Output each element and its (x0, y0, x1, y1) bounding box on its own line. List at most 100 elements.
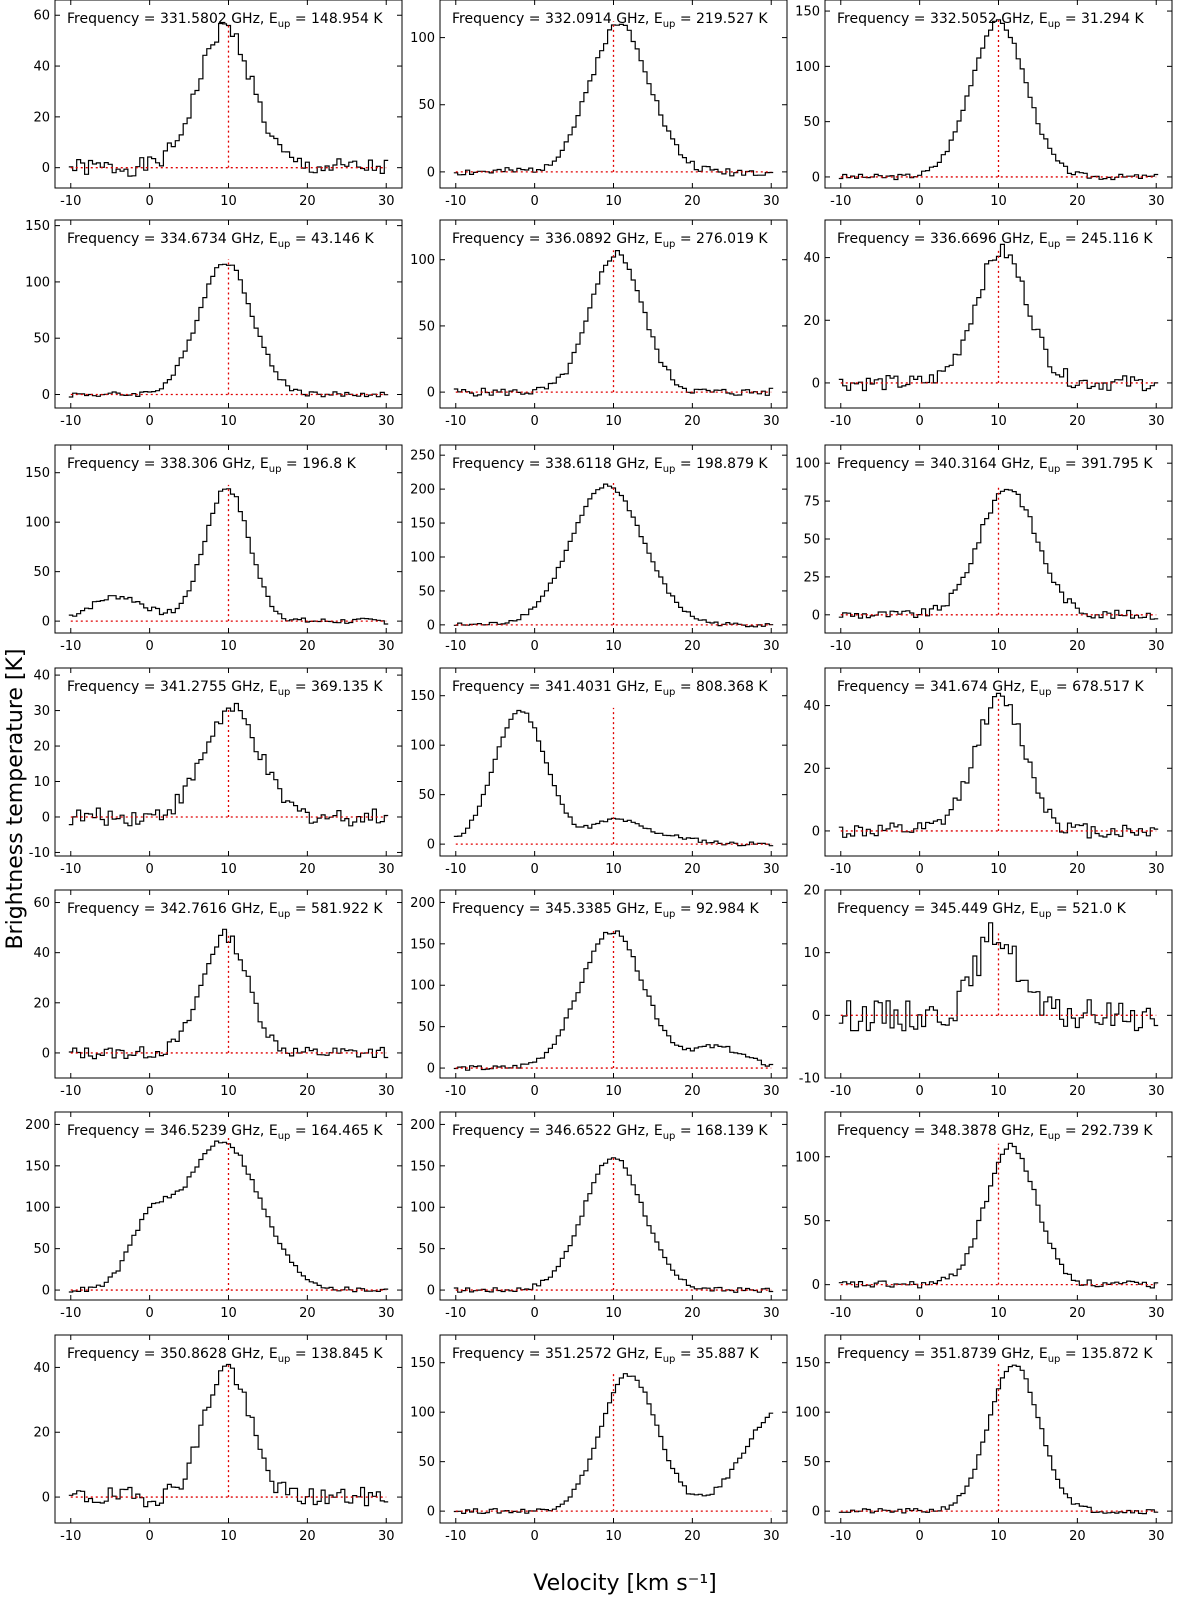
x-tick-label: 20 (299, 862, 316, 877)
y-tick-label: 60 (33, 9, 50, 24)
y-tick-label: 100 (795, 60, 820, 75)
y-tick-label: 150 (410, 1356, 435, 1371)
y-tick-label: 0 (42, 1491, 50, 1506)
x-tick-label: 10 (990, 1529, 1007, 1544)
x-tick-label: 20 (684, 1306, 701, 1321)
x-tick-label: 20 (1069, 1306, 1086, 1321)
x-tick-label: 0 (915, 194, 923, 209)
x-tick-label: 0 (530, 194, 538, 209)
x-tick-label: 0 (530, 862, 538, 877)
x-tick-label: 30 (378, 1084, 395, 1099)
x-tick-label: 20 (684, 1529, 701, 1544)
spectrum-line (838, 692, 1159, 839)
spectrum-line (68, 1363, 389, 1508)
x-tick-label: -10 (830, 1084, 851, 1099)
y-tick-label: 0 (42, 615, 50, 630)
y-tick-label: 20 (33, 110, 50, 125)
y-tick-label: 100 (795, 1406, 820, 1421)
y-tick-label: 40 (33, 946, 50, 961)
panel-title: Frequency = 336.0892 GHz, Eup = 276.019 … (452, 231, 768, 250)
x-tick-label: 30 (1148, 862, 1165, 877)
x-tick-label: 10 (990, 862, 1007, 877)
spectrum-panel-20: 0 50 100 150 -10 0 10 20 30 Frequency = 351.2572 … (410, 1334, 788, 1544)
y-tick-label: 60 (33, 896, 50, 911)
y-tick-label: 20 (803, 884, 820, 899)
panel-title: Frequency = 341.4031 GHz, Eup = 808.368 … (452, 679, 768, 698)
y-tick-label: 100 (25, 1201, 50, 1216)
panel-frame (824, 0, 1173, 189)
x-tick-label: -10 (445, 194, 466, 209)
y-tick-label: 200 (410, 896, 435, 911)
x-tick-label: 20 (1069, 862, 1086, 877)
x-tick-label: -10 (60, 1529, 81, 1544)
spectrum-panel-8: 0 50 100 150 200 250 -10 0 10 20 30 Frequency = 338… (410, 444, 788, 654)
x-tick-label: 10 (220, 194, 237, 209)
x-tick-label: 0 (530, 1084, 538, 1099)
x-tick-label: -10 (445, 1306, 466, 1321)
x-tick-label: -10 (60, 639, 81, 654)
x-tick-label: 30 (1148, 1529, 1165, 1544)
y-tick-label: 25 (803, 570, 820, 585)
x-tick-label: 10 (605, 1529, 622, 1544)
y-tick-label: 50 (418, 584, 435, 599)
y-tick-label: 0 (42, 1046, 50, 1061)
y-tick-label: 200 (410, 483, 435, 498)
y-tick-label: 150 (410, 689, 435, 704)
x-tick-label: 10 (605, 639, 622, 654)
y-tick-label: 150 (25, 1159, 50, 1174)
y-tick-label: 0 (42, 1284, 50, 1299)
x-tick-label: -10 (445, 862, 466, 877)
y-tick-label: 0 (812, 170, 820, 185)
y-tick-label: 0 (427, 1062, 435, 1077)
y-tick-label: 100 (410, 1201, 435, 1216)
x-tick-label: 30 (1148, 194, 1165, 209)
y-tick-label: 100 (25, 275, 50, 290)
x-tick-label: 30 (763, 639, 780, 654)
x-tick-label: 0 (530, 1306, 538, 1321)
y-tick-label: 0 (42, 810, 50, 825)
x-tick-label: 20 (1069, 414, 1086, 429)
spectrum-panel-18: 0 50 100 -10 0 10 20 30 Frequency = 348.3878 GHz… (795, 1111, 1173, 1321)
panel-frame (824, 667, 1173, 857)
x-tick-label: 30 (378, 639, 395, 654)
y-tick-label: 100 (410, 739, 435, 754)
y-tick-label: 100 (410, 31, 435, 46)
panel-title: Frequency = 348.3878 GHz, Eup = 292.739 … (837, 1123, 1153, 1142)
spectrum-panel-15: -10 0 10 20 -10 0 10 20 30 Frequency = 345.449 GH… (799, 884, 1173, 1099)
x-tick-label: 20 (684, 1084, 701, 1099)
panel-title: Frequency = 332.0914 GHz, Eup = 219.527 … (452, 11, 768, 30)
panel-frame (54, 1334, 403, 1524)
y-tick-label: 200 (410, 1118, 435, 1133)
y-tick-label: 150 (410, 517, 435, 532)
x-tick-label: 0 (915, 862, 923, 877)
y-tick-label: 0 (427, 386, 435, 401)
y-tick-label: 40 (33, 1361, 50, 1376)
x-tick-label: 10 (990, 194, 1007, 209)
spectrum-line (68, 263, 389, 398)
panel-title: Frequency = 346.5239 GHz, Eup = 164.465 … (67, 1123, 383, 1142)
y-tick-label: 40 (33, 60, 50, 75)
x-tick-label: 30 (763, 194, 780, 209)
spectrum-line (838, 1142, 1159, 1289)
y-tick-label: 150 (795, 1356, 820, 1371)
y-tick-label: 250 (410, 449, 435, 464)
x-tick-label: 20 (1069, 1529, 1086, 1544)
x-tick-label: 0 (915, 1084, 923, 1099)
spectrum-panel-4: 0 50 100 150 -10 0 10 20 30 Frequency = 334.6734 … (25, 219, 403, 429)
x-tick-label: 20 (299, 1084, 316, 1099)
y-tick-label: 20 (33, 740, 50, 755)
panel-frame (54, 667, 403, 857)
x-tick-label: 30 (378, 414, 395, 429)
x-tick-label: 20 (299, 414, 316, 429)
x-tick-label: 10 (990, 1084, 1007, 1099)
x-tick-label: 20 (299, 639, 316, 654)
x-tick-label: 0 (530, 639, 538, 654)
y-tick-label: 100 (410, 1406, 435, 1421)
x-tick-label: -10 (830, 1529, 851, 1544)
y-tick-label: 50 (33, 565, 50, 580)
y-tick-label: 10 (803, 946, 820, 961)
x-tick-label: -10 (60, 862, 81, 877)
x-tick-label: -10 (830, 862, 851, 877)
x-tick-label: 0 (915, 1529, 923, 1544)
